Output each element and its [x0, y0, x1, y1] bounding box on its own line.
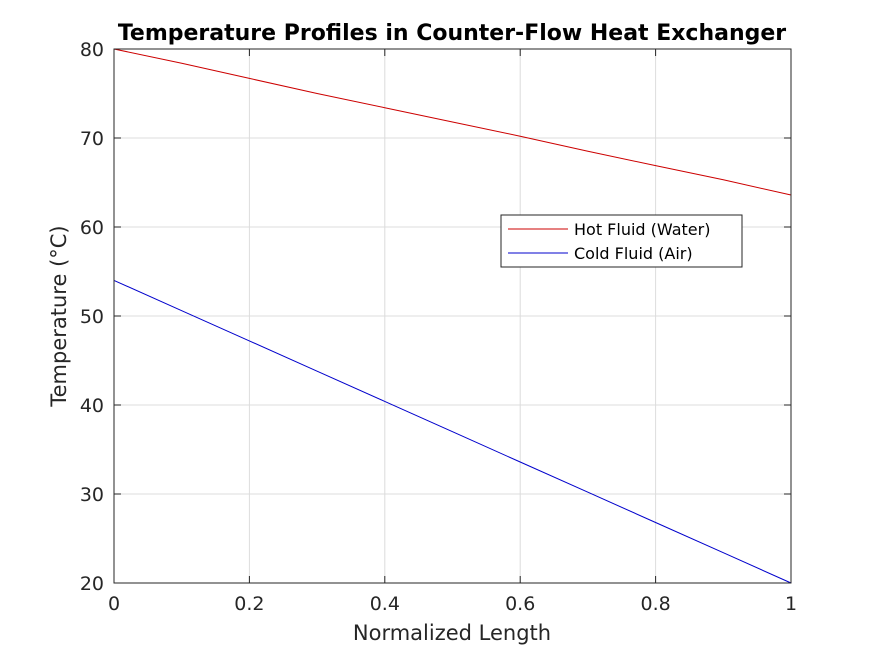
chart-title: Temperature Profiles in Counter-Flow Hea…	[118, 21, 786, 46]
y-tick-label: 60	[80, 217, 104, 239]
x-tick-label: 0.6	[505, 593, 535, 615]
y-tick-label: 30	[80, 484, 104, 506]
series-line-hot-fluid-water	[113, 48, 792, 196]
legend: Hot Fluid (Water) Cold Fluid (Air)	[500, 214, 743, 268]
y-axis-label: Temperature (°C)	[47, 225, 71, 407]
x-axis-label: Normalized Length	[353, 621, 551, 645]
y-tick-label: 40	[80, 395, 104, 417]
x-tick-label: 0.2	[234, 593, 264, 615]
x-tick-label: 1	[785, 593, 797, 615]
y-tick-label: 80	[80, 39, 104, 61]
grid-lines	[114, 49, 791, 583]
axis-ticks: 0 0.2 0.4 0.6 0.8 1 20 30 40 50 60 70 80	[80, 39, 797, 615]
plot-series	[113, 48, 792, 584]
y-tick-label: 50	[80, 306, 104, 328]
legend-entry-label: Cold Fluid (Air)	[574, 244, 693, 263]
y-tick-label: 70	[80, 128, 104, 150]
series-line-cold-fluid-air	[113, 279, 792, 584]
x-tick-label: 0	[108, 593, 120, 615]
y-tick-label: 20	[80, 573, 104, 595]
x-tick-label: 0.8	[640, 593, 670, 615]
legend-box	[500, 214, 743, 268]
legend-entry-label: Hot Fluid (Water)	[574, 220, 710, 239]
x-tick-label: 0.4	[370, 593, 400, 615]
